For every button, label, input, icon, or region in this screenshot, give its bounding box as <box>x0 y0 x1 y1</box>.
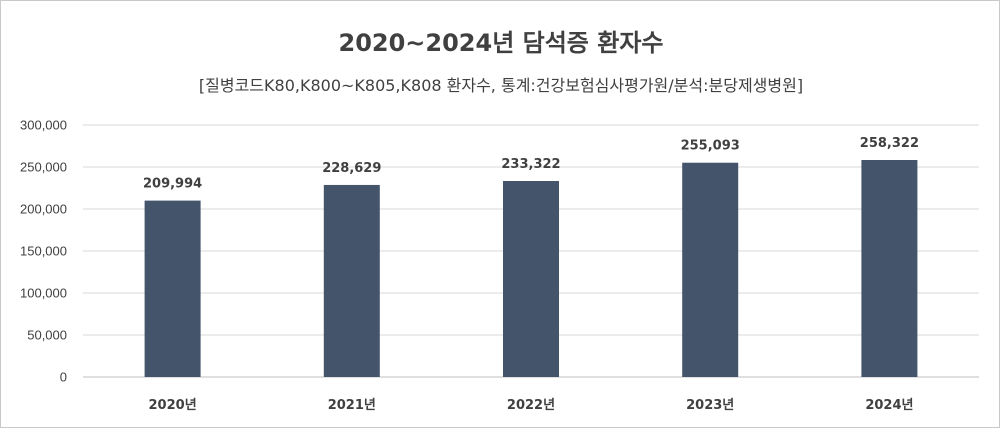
x-tick-label: 2020년 <box>149 398 197 413</box>
x-tick-label: 2023년 <box>686 398 734 413</box>
chart-title: 2020~2024년 담석증 환자수 <box>338 29 664 57</box>
y-tick-label: 150,000 <box>20 244 67 259</box>
bar <box>682 162 739 377</box>
x-tick-label: 2024년 <box>865 398 913 413</box>
data-label: 233,322 <box>501 157 560 172</box>
x-tick-label: 2022년 <box>507 398 555 413</box>
data-label: 228,629 <box>322 161 381 176</box>
y-tick-label: 100,000 <box>20 286 67 301</box>
bar <box>144 200 201 377</box>
x-tick-label: 2021년 <box>328 398 376 413</box>
bar <box>861 160 918 377</box>
y-tick-label: 250,000 <box>20 160 67 175</box>
y-tick-label: 0 <box>60 370 67 385</box>
data-label: 258,322 <box>860 136 919 151</box>
y-tick-label: 300,000 <box>20 118 67 133</box>
y-tick-label: 200,000 <box>20 202 67 217</box>
chart-subtitle: [질병코드K80,K800~K805,K808 환자수, 통계:건강보험심사평가… <box>198 76 804 95</box>
bar <box>503 181 559 377</box>
data-label: 209,994 <box>143 177 202 192</box>
data-label: 255,093 <box>681 139 740 154</box>
bar <box>323 184 380 377</box>
y-tick-label: 50,000 <box>27 328 67 343</box>
